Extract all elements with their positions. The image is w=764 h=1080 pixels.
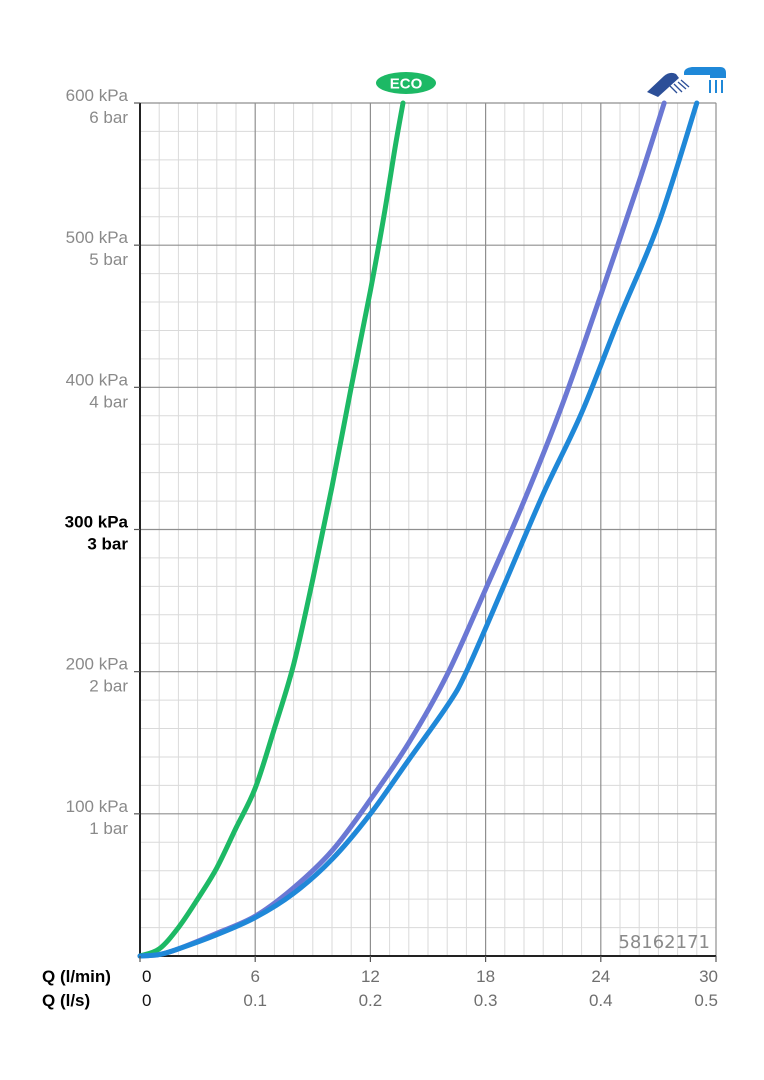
x-secondary-tick-label: 0.4 bbox=[589, 991, 613, 1010]
y-tick-label-bar: 1 bar bbox=[89, 819, 128, 838]
y-tick-label-bar: 3 bar bbox=[87, 535, 128, 554]
eco-badge: ECO bbox=[376, 72, 436, 94]
eco-badge-shape bbox=[376, 72, 436, 94]
x-tick-label: 24 bbox=[591, 967, 610, 986]
y-tick-label-kpa: 100 kPa bbox=[66, 797, 129, 816]
x-secondary-tick-label: 0.5 bbox=[694, 991, 718, 1010]
x-axis-label: Q (l/min) bbox=[42, 967, 111, 986]
y-tick-label-kpa: 200 kPa bbox=[66, 655, 129, 674]
y-tick-label-bar: 6 bar bbox=[89, 108, 128, 127]
x-secondary-tick-label: 0 bbox=[142, 991, 151, 1010]
y-tick-label-kpa: 600 kPa bbox=[66, 86, 129, 105]
shower-head-angled-icon bbox=[647, 72, 690, 97]
series-line-1 bbox=[137, 100, 406, 959]
eco-badge-label: ECO bbox=[390, 76, 423, 93]
y-tick-labels: 600 kPa 6 bar 500 kPa 5 bar 400 kPa 4 bar 300 … bbox=[65, 86, 140, 838]
major-grid bbox=[140, 102, 717, 956]
y-tick-label-kpa: 400 kPa bbox=[66, 370, 129, 389]
x-secondary-tick-label: 0.3 bbox=[474, 991, 498, 1010]
x-axis-secondary-label: Q (l/s) bbox=[42, 991, 90, 1010]
x-tick-label: 0 bbox=[142, 967, 151, 986]
x-tick-label: 30 bbox=[699, 967, 718, 986]
y-tick-label-kpa: 300 kPa bbox=[65, 513, 129, 532]
y-tick-label-bar: 2 bar bbox=[89, 677, 128, 696]
x-tick-label: 18 bbox=[476, 967, 495, 986]
series-line-3 bbox=[137, 100, 700, 959]
series-layer bbox=[137, 100, 700, 959]
y-tick-label-kpa: 500 kPa bbox=[66, 228, 129, 247]
article-number: 58162171 bbox=[618, 932, 710, 953]
x-tick-label: 12 bbox=[361, 967, 380, 986]
overhead-shower-icon bbox=[684, 67, 726, 93]
x-tick-labels: 0 0 6 0.1 12 0.2 18 0.3 24 0.4 30 0.5 bbox=[139, 956, 718, 1010]
x-secondary-tick-label: 0.2 bbox=[359, 991, 383, 1010]
y-tick-label-bar: 5 bar bbox=[89, 250, 128, 269]
x-secondary-tick-label: 0.1 bbox=[243, 991, 267, 1010]
x-tick-label: 6 bbox=[250, 967, 259, 986]
y-tick-label-bar: 4 bar bbox=[89, 392, 128, 411]
